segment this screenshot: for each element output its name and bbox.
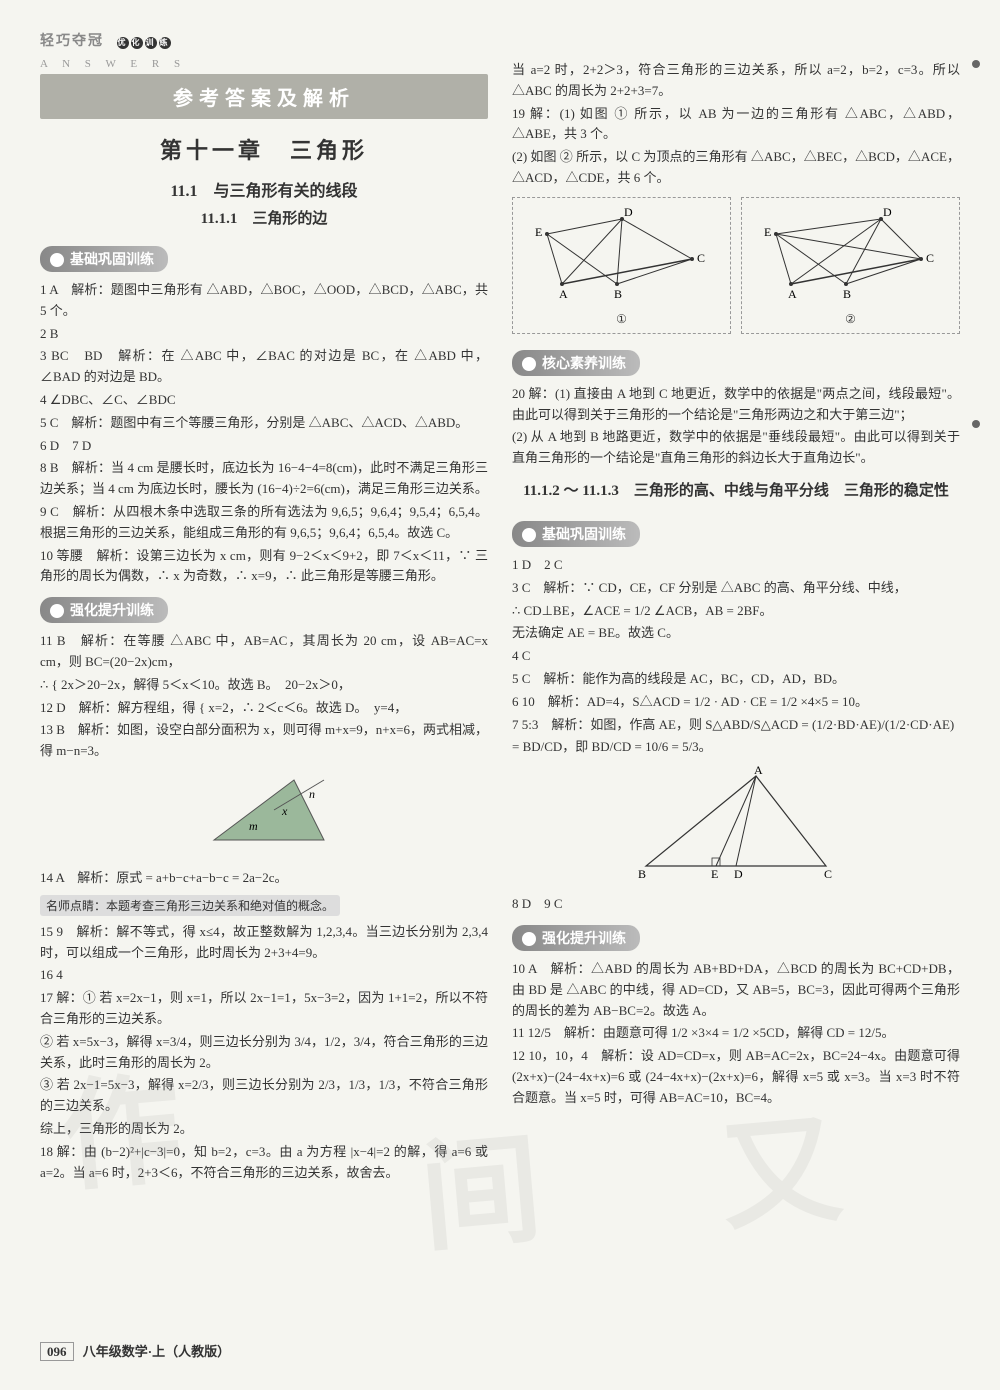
svg-text:E: E (764, 225, 771, 239)
svg-text:A: A (754, 766, 763, 777)
svg-text:E: E (711, 867, 718, 881)
answer-item: 2 B (40, 324, 488, 345)
pill-core: 核心素养训练 (512, 350, 640, 376)
answer-item: 无法确定 AE = BE。故选 C。 (512, 623, 960, 644)
answer-item: 18 解：由 (b−2)²+|c−3|=0，知 b=2，c=3。由 a 为方程 … (40, 1142, 488, 1184)
svg-text:B: B (614, 287, 622, 301)
brand-name: 轻巧夺冠 (40, 34, 104, 49)
answer-item: 10 等腰 解析：设第三边长为 x cm，则有 9−2＜x＜9+2，即 7＜x＜… (40, 546, 488, 588)
answer-item: 9 C 解析：从四根木条中选取三条的所有选法为 9,6,5；9,6,4；9,5,… (40, 502, 488, 544)
answer-item: 17 解：① 若 x=2x−1，则 x=1，所以 2x−1=1，5x−3=2，因… (40, 988, 488, 1030)
svg-text:E: E (535, 225, 542, 239)
answer-item: 6 10 解析：AD=4，S△ACD = 1/2 · AD · CE = 1/2… (512, 692, 960, 713)
answer-item: 11 B 解析：在等腰 △ABC 中，AB=AC，其周长为 20 cm，设 AB… (40, 631, 488, 673)
triangle-diagram-q13: m x n (40, 770, 488, 860)
figure-2: A B C D E ② (741, 197, 960, 334)
title-banner: 参考答案及解析 (40, 74, 488, 119)
answer-item: ∴ { 2x＞20−2x，解得 5＜x＜10。故选 B。 20−2x＞0， (40, 675, 488, 696)
answer-item: 1 A 解析：题图中三角形有 △ABD，△BOC，△OOD，△BCD，△ABC，… (40, 280, 488, 322)
svg-text:D: D (624, 205, 633, 219)
left-column: A N S W E R S 参考答案及解析 第十一章 三角形 11.1 与三角形… (40, 58, 488, 1185)
section-title-1123: 11.1.2 ～ 11.1.3 三角形的高、中线与角平分线 三角形的稳定性 (512, 479, 960, 503)
answer-item: ③ 若 2x−1=5x−3，解得 x=2/3，则三边长分别为 2/3，1/3，1… (40, 1075, 488, 1117)
answer-item: 10 A 解析：△ABD 的周长为 AB+BD+DA，△BCD 的周长为 BC+… (512, 959, 960, 1021)
answer-item: ② 若 x=5x−3，解得 x=3/4，则三边长分别为 3/4，1/2，3/4，… (40, 1032, 488, 1074)
figure-1: A B C D E ① (512, 197, 731, 334)
answer-item: 当 a=2 时，2+2＞3，符合三角形的三边关系，所以 a=2，b=2，c=3。… (512, 60, 960, 102)
answer-item: 综上，三角形的周长为 2。 (40, 1119, 488, 1140)
answer-item: 12 10，10，4 解析：设 AD=CD=x，则 AB=AC=2x，BC=24… (512, 1046, 960, 1108)
answer-item: (2) 如图 ② 所示，以 C 为顶点的三角形有 △ABC，△BEC，△BCD，… (512, 147, 960, 189)
answer-item: 16 4 (40, 965, 488, 986)
right-column: 当 a=2 时，2+2＞3，符合三角形的三边关系，所以 a=2，b=2，c=3。… (512, 58, 960, 1185)
brand-header: 轻巧夺冠 优化训练 (40, 30, 960, 50)
answer-item: = BD/CD，即 BD/CD = 10/6 = 5/3。 (512, 737, 960, 758)
svg-text:C: C (697, 251, 705, 265)
answer-item: 4 ∠DBC、∠C、∠BDC (40, 390, 488, 411)
answer-item: 7 5:3 解析：如图，作高 AE，则 S△ABD/S△ACD = (1/2·B… (512, 715, 960, 736)
answer-item: 19 解：(1) 如图 ① 所示，以 AB 为一边的三角形有 △ABC，△ABD… (512, 104, 960, 146)
answer-item: 3 BC BD 解析：在 △ABC 中，∠BAC 的对边是 BC，在 △ABD … (40, 346, 488, 388)
svg-text:A: A (788, 287, 797, 301)
svg-text:x: x (281, 804, 288, 818)
fig-label: ② (746, 312, 955, 327)
answers-label: A N S W E R S (40, 58, 488, 70)
footer-text: 八年级数学·上（人教版） (83, 1344, 230, 1359)
answer-item: 13 B 解析：如图，设空白部分面积为 x，则可得 m+x=9，n+x=6，两式… (40, 720, 488, 762)
answer-item: ∴ CD⊥BE，∠ACE = 1/2 ∠ACB，AB = 2BF。 (512, 601, 960, 622)
answer-item: (2) 从 A 地到 B 地路更近，数学中的依据是"垂线段最短"。由此可以得到关… (512, 427, 960, 469)
content-columns: A N S W E R S 参考答案及解析 第十一章 三角形 11.1 与三角形… (40, 58, 960, 1185)
answer-item: 20 解：(1) 直接由 A 地到 C 地更近，数学中的依据是"两点之间，线段最… (512, 384, 960, 426)
pill-enhance-2: 强化提升训练 (512, 925, 640, 951)
brand-circles: 优化训练 (116, 34, 172, 50)
svg-text:D: D (734, 867, 743, 881)
svg-text:B: B (638, 867, 646, 881)
pill-basic-2: 基础巩固训练 (512, 521, 640, 547)
svg-text:B: B (843, 287, 851, 301)
pill-enhance: 强化提升训练 (40, 597, 168, 623)
svg-text:C: C (926, 251, 934, 265)
answer-item: 8 B 解析：当 4 cm 是腰长时，底边长为 16−4−4=8(cm)，此时不… (40, 458, 488, 500)
pill-basic: 基础巩固训练 (40, 246, 168, 272)
svg-text:C: C (824, 867, 832, 881)
answer-item: 14 A 解析：原式 = a+b−c+a−b−c = 2a−2c。 (40, 868, 488, 889)
page-footer: 096 八年级数学·上（人教版） (40, 1341, 230, 1360)
answer-item: 5 C 解析：能作为高的线段是 AC，BC，CD，AD，BD。 (512, 669, 960, 690)
triangle-diagram-q7: A B C E D (512, 766, 960, 886)
margin-dot (972, 420, 980, 428)
page-number: 096 (40, 1342, 74, 1361)
answer-item: 5 C 解析：题图中有三个等腰三角形，分别是 △ABC、△ACD、△ABD。 (40, 413, 488, 434)
answer-item: 4 C (512, 646, 960, 667)
margin-dot (972, 60, 980, 68)
svg-text:n: n (309, 787, 315, 801)
answer-item: 11 12/5 解析：由题意可得 1/2 ×3×4 = 1/2 ×5CD，解得 … (512, 1023, 960, 1044)
answer-item: 3 C 解析：∵ CD，CE，CF 分别是 △ABC 的高、角平分线、中线， (512, 578, 960, 599)
fig-label: ① (517, 312, 726, 327)
figure-pair-q19: A B C D E ① (512, 197, 960, 334)
answer-item: 6 D 7 D (40, 436, 488, 457)
svg-text:A: A (559, 287, 568, 301)
answer-item: 8 D 9 C (512, 894, 960, 915)
svg-text:D: D (883, 205, 892, 219)
answer-item: 15 9 解析：解不等式，得 x≤4，故正整数解为 1,2,3,4。当三边长分别… (40, 922, 488, 964)
subsection-title: 11.1.1 三角形的边 (40, 207, 488, 228)
section-title: 11.1 与三角形有关的线段 (40, 177, 488, 201)
tip-box: 名师点睛：本题考查三角形三边关系和绝对值的概念。 (40, 895, 340, 916)
chapter-title: 第十一章 三角形 (40, 133, 488, 165)
svg-text:m: m (249, 819, 258, 833)
answer-item: 1 D 2 C (512, 555, 960, 576)
answer-item: 12 D 解析：解方程组，得 { x=2，∴ 2＜c＜6。故选 D。 y=4， (40, 698, 488, 719)
